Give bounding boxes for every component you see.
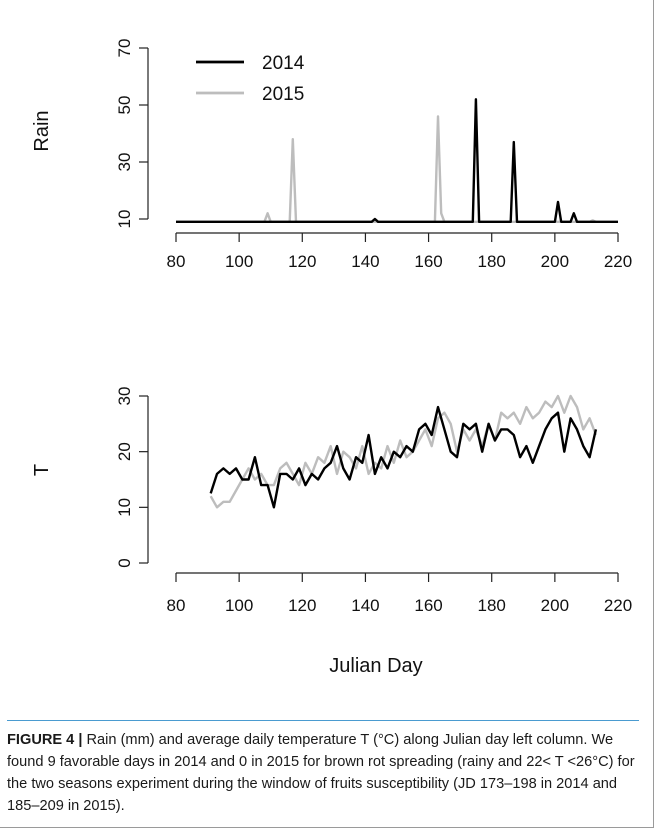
rain-y-axis-label: Rain [31, 110, 53, 151]
temp-y-axis: 0 10 20 30 [115, 387, 149, 568]
rain-x-tick-label: 220 [604, 252, 632, 271]
rain-x-tick-label: 180 [478, 252, 506, 271]
temp-x-tick-label: 80 [167, 596, 186, 615]
figure-caption: FIGURE 4 | Rain (mm) and average daily t… [7, 720, 639, 814]
rain-legend: 2014 2015 [196, 53, 305, 105]
temp-x-tick-label: 200 [541, 596, 569, 615]
temp-series-2015 [209, 394, 598, 509]
rain-x-tick-label: 200 [541, 252, 569, 271]
caption-figure-label: FIGURE 4 | [7, 732, 83, 748]
rain-x-tick-label: 100 [225, 252, 253, 271]
figure-charts: 80 100 120 140 160 180 200 22010305070Rain20142… [31, 39, 632, 677]
legend-label-2015: 2015 [262, 84, 304, 105]
temp-y-tick-label: 20 [115, 442, 134, 461]
temp-y-tick-label: 0 [115, 558, 134, 567]
temp-x-tick-label: 140 [351, 596, 379, 615]
temp-y-tick-label: 10 [115, 498, 134, 517]
temp-y-axis-label: T [31, 464, 53, 476]
rain-chart: 80 100 120 140 160 180 200 22010305070Rain20142… [31, 39, 632, 271]
caption-text: Rain (mm) and average daily temperature … [7, 732, 635, 814]
temp-x-axis-label: Julian Day [329, 655, 422, 677]
rain-x-tick-label: 160 [414, 252, 442, 271]
rain-y-tick-label: 30 [115, 153, 134, 172]
temp-x-tick-label: 180 [478, 596, 506, 615]
rain-y-axis: 10 30 50 70 [115, 39, 149, 229]
rain-x-tick-label: 140 [351, 252, 379, 271]
rain-x-tick-label: 120 [288, 252, 316, 271]
rain-series-2014 [176, 98, 618, 224]
rain-x-tick-label: 80 [167, 252, 186, 271]
rain-x-axis: 80 100 120 140 160 180 200 220 [167, 232, 632, 271]
rain-y-tick-label: 10 [115, 210, 134, 229]
temp-x-axis: 80 100 120 140 160 180 200 220 [167, 572, 632, 615]
temp-x-tick-label: 220 [604, 596, 632, 615]
rain-y-tick-label: 50 [115, 96, 134, 115]
rain-y-tick-label: 70 [115, 39, 134, 58]
temp-x-tick-label: 120 [288, 596, 316, 615]
rain-series-2015 [176, 115, 597, 224]
temp-x-tick-label: 160 [414, 596, 442, 615]
temp-x-tick-label: 100 [225, 596, 253, 615]
temp-series-2014 [209, 405, 598, 509]
temp-chart: 80 100 120 140 160 180 200 220 0 10 20 30 T Julian Da… [31, 387, 632, 677]
temp-y-tick-label: 30 [115, 387, 134, 406]
legend-label-2014: 2014 [262, 53, 305, 74]
